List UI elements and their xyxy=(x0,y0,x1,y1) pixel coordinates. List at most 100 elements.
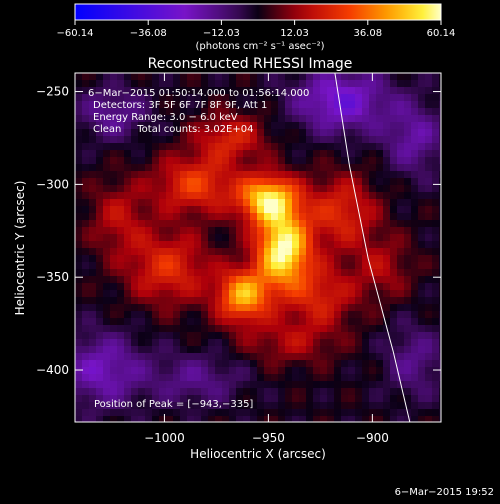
image-pixel xyxy=(215,213,223,221)
image-pixel xyxy=(341,115,349,123)
image-pixel xyxy=(306,143,314,151)
image-pixel xyxy=(75,388,83,396)
image-pixel xyxy=(103,178,111,186)
image-pixel xyxy=(96,276,104,284)
image-pixel xyxy=(222,143,230,151)
image-pixel xyxy=(180,87,188,95)
image-pixel xyxy=(348,150,356,158)
image-pixel xyxy=(117,346,125,354)
image-pixel xyxy=(313,409,321,417)
image-pixel xyxy=(117,101,125,109)
image-pixel xyxy=(425,101,433,109)
image-pixel xyxy=(124,416,132,422)
image-pixel xyxy=(131,409,139,417)
image-pixel xyxy=(432,157,440,165)
image-pixel xyxy=(376,262,384,270)
image-pixel xyxy=(110,227,118,235)
image-pixel xyxy=(327,171,335,179)
image-pixel xyxy=(229,241,237,249)
image-pixel xyxy=(215,346,223,354)
image-pixel xyxy=(138,367,146,375)
image-pixel xyxy=(250,311,258,319)
image-pixel xyxy=(278,318,286,326)
image-pixel xyxy=(180,276,188,284)
image-pixel xyxy=(348,87,356,95)
image-pixel xyxy=(89,171,97,179)
image-pixel xyxy=(124,241,132,249)
image-pixel xyxy=(138,185,146,193)
image-pixel xyxy=(208,269,216,277)
image-pixel xyxy=(103,164,111,172)
image-pixel xyxy=(390,101,398,109)
image-pixel xyxy=(110,157,118,165)
image-pixel xyxy=(292,115,300,123)
image-pixel xyxy=(306,129,314,137)
image-pixel xyxy=(187,304,195,312)
image-pixel xyxy=(96,360,104,368)
image-pixel xyxy=(194,297,202,305)
image-pixel xyxy=(180,290,188,298)
image-pixel xyxy=(187,157,195,165)
image-pixel xyxy=(425,367,433,375)
image-pixel xyxy=(131,318,139,326)
image-pixel xyxy=(166,227,174,235)
image-pixel xyxy=(264,157,272,165)
image-pixel xyxy=(222,297,230,305)
image-pixel xyxy=(243,227,251,235)
image-pixel xyxy=(369,143,377,151)
image-pixel xyxy=(313,283,321,291)
image-pixel xyxy=(404,283,412,291)
image-pixel xyxy=(341,374,349,382)
image-pixel xyxy=(236,192,244,200)
image-pixel xyxy=(243,185,251,193)
image-pixel xyxy=(439,353,441,361)
image-pixel xyxy=(313,346,321,354)
image-pixel xyxy=(222,220,230,228)
image-pixel xyxy=(390,185,398,193)
image-pixel xyxy=(383,129,391,137)
image-pixel xyxy=(229,290,237,298)
image-pixel xyxy=(124,136,132,144)
image-pixel xyxy=(110,367,118,375)
image-pixel xyxy=(432,115,440,123)
image-pixel xyxy=(278,101,286,109)
image-pixel xyxy=(285,115,293,123)
image-pixel xyxy=(152,108,160,116)
image-pixel xyxy=(369,178,377,186)
image-pixel xyxy=(173,122,181,130)
image-pixel xyxy=(208,136,216,144)
image-pixel xyxy=(82,311,90,319)
image-pixel xyxy=(369,388,377,396)
image-pixel xyxy=(313,150,321,158)
image-pixel xyxy=(194,283,202,291)
image-pixel xyxy=(166,360,174,368)
image-pixel xyxy=(264,108,272,116)
image-pixel xyxy=(96,318,104,326)
image-pixel xyxy=(369,248,377,256)
image-pixel xyxy=(138,374,146,382)
image-pixel xyxy=(208,94,216,102)
image-pixel xyxy=(362,283,370,291)
image-pixel xyxy=(110,164,118,172)
image-pixel xyxy=(117,388,125,396)
image-pixel xyxy=(250,283,258,291)
image-pixel xyxy=(390,192,398,200)
image-pixel xyxy=(82,101,90,109)
image-pixel xyxy=(124,73,132,81)
image-pixel xyxy=(236,143,244,151)
image-pixel xyxy=(383,304,391,312)
image-pixel xyxy=(320,213,328,221)
image-pixel xyxy=(215,381,223,389)
image-pixel xyxy=(439,227,441,235)
image-pixel xyxy=(201,255,209,263)
image-pixel xyxy=(257,164,265,172)
image-pixel xyxy=(243,318,251,326)
image-pixel xyxy=(390,87,398,95)
image-pixel xyxy=(145,304,153,312)
image-pixel xyxy=(243,108,251,116)
image-pixel xyxy=(292,409,300,417)
image-pixel xyxy=(341,325,349,333)
image-pixel xyxy=(173,311,181,319)
image-pixel xyxy=(124,150,132,158)
image-pixel xyxy=(75,150,83,158)
